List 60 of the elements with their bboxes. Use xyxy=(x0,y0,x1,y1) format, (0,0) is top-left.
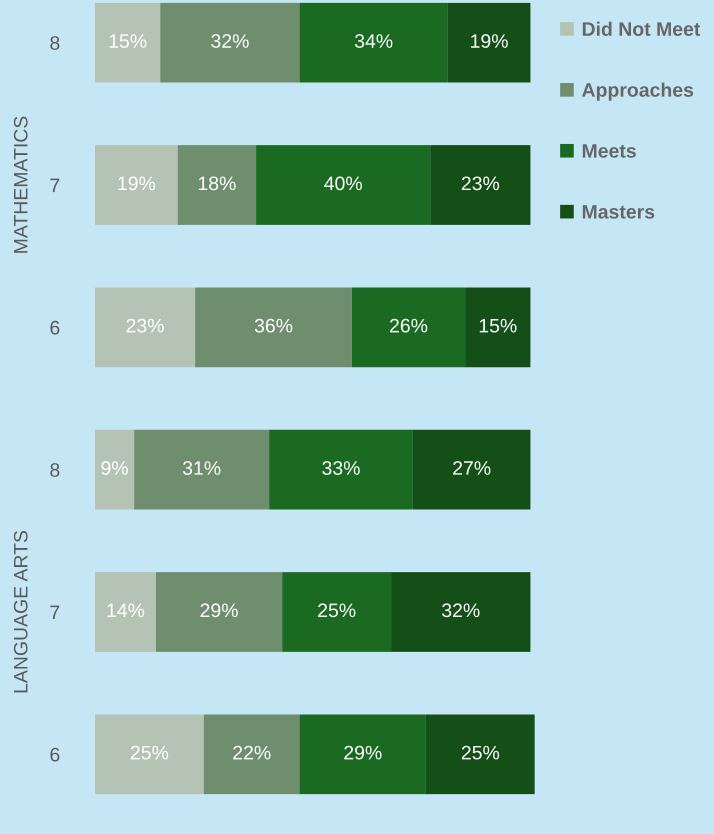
data-label: 19% xyxy=(471,34,508,48)
text: MATHEMATICS xyxy=(14,116,28,253)
legend-label: Did Not Meet xyxy=(582,22,700,36)
data-label: 9% xyxy=(101,461,128,475)
data-label: 14% xyxy=(107,604,144,618)
bar xyxy=(94,430,134,510)
bar xyxy=(300,714,426,794)
bar xyxy=(300,2,448,83)
bar xyxy=(352,287,466,368)
bar xyxy=(195,287,352,368)
y-tick-label: 8 xyxy=(50,463,60,477)
data-label: 34% xyxy=(354,34,392,48)
data-label: 33% xyxy=(322,461,360,475)
data-label: 29% xyxy=(344,746,382,760)
text: LANGUAGE ARTS xyxy=(14,530,28,692)
bar xyxy=(94,287,196,368)
bar xyxy=(156,572,282,652)
bar xyxy=(134,430,270,510)
data-label: 23% xyxy=(126,318,164,333)
data-label: 27% xyxy=(453,461,490,475)
data-label: 19% xyxy=(118,176,156,190)
data-label: 22% xyxy=(233,746,270,760)
data-label: 23% xyxy=(462,176,500,190)
bar xyxy=(160,2,300,83)
bar xyxy=(465,287,530,368)
y-tick-label: 7 xyxy=(50,606,60,620)
data-label: 18% xyxy=(198,176,236,190)
data-label: 25% xyxy=(130,746,168,760)
bar xyxy=(94,714,204,794)
legend-label: Masters xyxy=(582,205,654,219)
data-label: 15% xyxy=(480,318,517,333)
legend-label: Meets xyxy=(582,144,636,158)
y-tick-label: 8 xyxy=(50,36,60,50)
data-label: 32% xyxy=(442,603,480,618)
bar xyxy=(412,430,530,510)
bar xyxy=(282,572,392,652)
data-label: 29% xyxy=(200,603,238,618)
bar xyxy=(391,572,530,652)
bar xyxy=(204,714,300,794)
data-label: 32% xyxy=(211,34,249,48)
bar xyxy=(256,145,430,225)
data-label: 36% xyxy=(254,318,292,333)
bar xyxy=(94,572,156,652)
bar xyxy=(448,2,530,83)
data-label: 26% xyxy=(390,318,428,333)
data-label: 40% xyxy=(324,176,362,190)
data-label: 31% xyxy=(182,461,220,475)
data-label: 15% xyxy=(110,34,146,48)
bar xyxy=(178,145,256,225)
legend-label: Approaches xyxy=(582,82,694,101)
bar xyxy=(430,145,530,225)
bar xyxy=(426,714,535,794)
bar xyxy=(94,2,160,83)
y-tick-label: 6 xyxy=(50,748,60,762)
data-label: 25% xyxy=(318,603,356,618)
bar xyxy=(94,145,178,225)
data-label: 25% xyxy=(462,746,500,760)
y-tick-label: 6 xyxy=(50,320,60,335)
bar xyxy=(269,430,413,510)
y-tick-label: 7 xyxy=(50,178,60,192)
